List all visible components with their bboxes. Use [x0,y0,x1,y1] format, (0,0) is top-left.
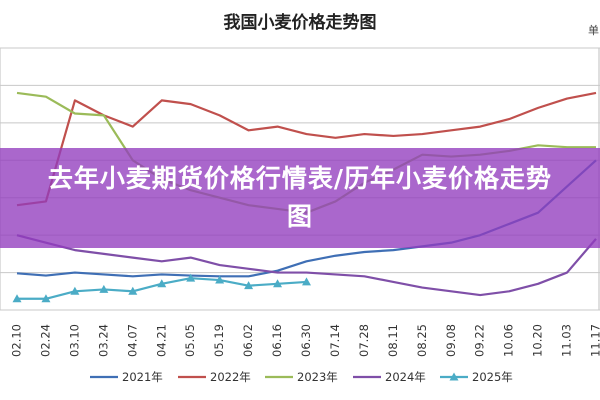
x-tick-label: 11.03 [560,324,574,357]
headline-text: 去年小麦期货价格行情表/历年小麦价格走势图 [47,164,553,231]
data-point [99,284,109,293]
x-tick-label: 09.22 [473,324,487,357]
x-tick-label: 11.17 [589,324,600,357]
chart-title: 我国小麦价格走势图 [223,13,377,33]
x-tick-label: 10.20 [531,324,545,357]
x-tick-label: 06.30 [299,324,313,357]
x-tick-label: 05.05 [183,324,197,357]
legend-label: 2021年 [122,370,163,384]
legend-label: 2022年 [210,370,251,384]
data-point [273,279,283,288]
data-point [244,281,254,290]
data-point [302,277,311,286]
legend-label: 2024年 [385,370,426,384]
data-point [12,294,22,303]
data-point [215,275,225,284]
data-point [70,286,80,295]
x-tick-label: 04.21 [154,324,168,357]
x-tick-label: 08.25 [415,324,429,357]
x-tick-label: 03.10 [67,324,81,357]
legend-marker [449,372,459,381]
x-tick-label: 07.28 [357,324,371,357]
x-tick-label: 06.02 [241,324,255,357]
x-tick-label: 02.10 [10,324,24,357]
series-line [16,91,597,207]
data-point [157,279,167,288]
unit-label: 单 [588,24,599,37]
x-tick-label: 07.14 [328,324,342,357]
data-point [128,286,138,295]
x-tick-label: 04.07 [125,324,139,357]
x-tick-label: 09.08 [444,324,458,357]
x-tick-label: 08.11 [386,324,400,357]
data-point [186,273,196,282]
headline-banner: 去年小麦期货价格行情表/历年小麦价格走势图 [0,148,600,248]
x-tick-label: 06.16 [270,324,284,357]
x-tick-label: 10.06 [502,324,516,357]
x-tick-label: 05.19 [212,324,226,357]
x-tick-label: 02.24 [38,324,52,357]
data-point [41,294,51,303]
x-tick-label: 03.24 [96,324,110,357]
legend-label: 2025年 [472,370,513,384]
series-line [16,234,597,297]
legend-label: 2023年 [297,370,338,384]
